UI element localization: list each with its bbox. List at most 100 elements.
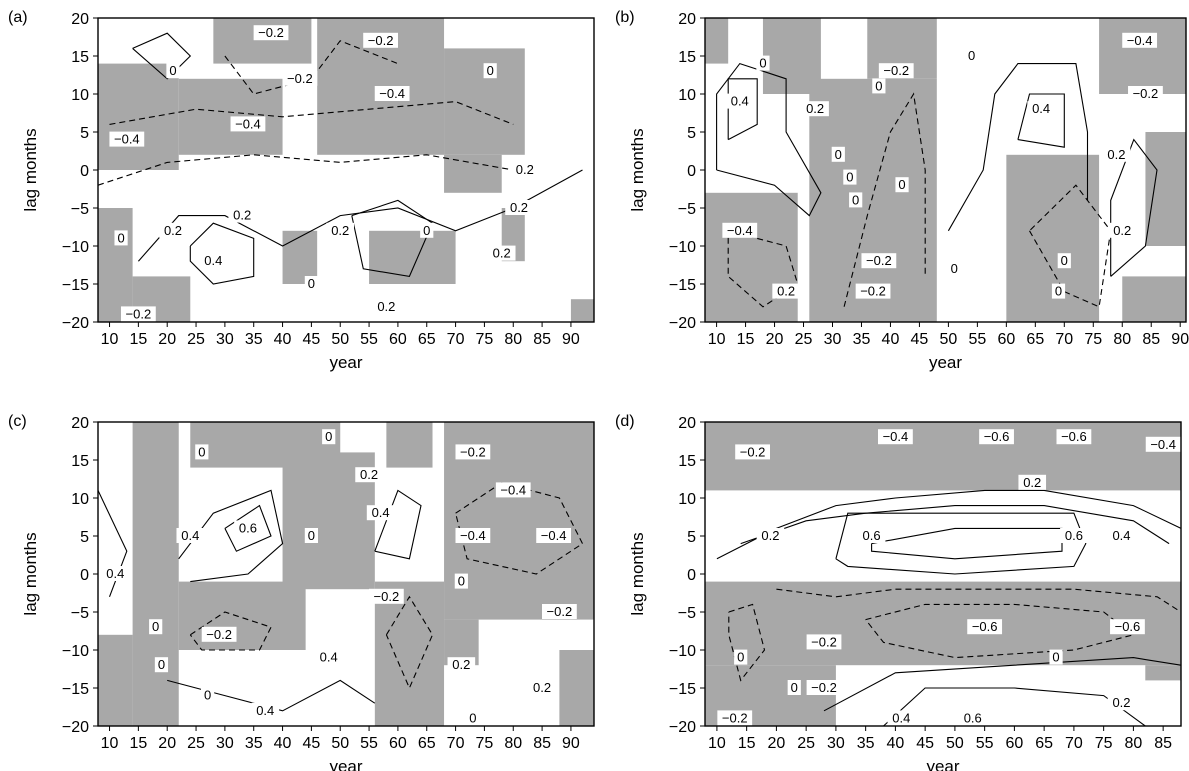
contour-label-box <box>872 78 886 94</box>
contour-label-box <box>801 101 829 117</box>
y-tick-label: 20 <box>71 415 89 432</box>
x-tick-label: 50 <box>331 331 349 348</box>
y-tick-label: 0 <box>80 163 89 180</box>
contour-line-positive <box>1017 93 1065 148</box>
contour-label: −0.2 <box>287 71 313 86</box>
contour-label-box <box>849 192 863 208</box>
contour-label-box <box>1122 32 1158 48</box>
contour-label: 0.6 <box>964 710 982 725</box>
contour-label-box <box>756 55 770 71</box>
negative-region <box>374 581 445 726</box>
x-tick-label: 70 <box>447 735 465 752</box>
x-tick-label: 80 <box>504 331 522 348</box>
contour-label-box <box>374 86 410 101</box>
y-tick-label: 15 <box>71 453 89 470</box>
negative-region <box>1145 132 1186 246</box>
contour-label-box <box>541 604 577 619</box>
contour-label-box <box>454 573 468 589</box>
negative-region <box>705 422 1181 491</box>
x-tick-label: 35 <box>857 735 875 752</box>
y-tick-label: 15 <box>678 453 696 470</box>
negative-region <box>1122 276 1186 322</box>
y-axis-label: lag months <box>628 532 647 615</box>
contour-label-box <box>455 528 491 543</box>
contour-label-box <box>322 429 336 445</box>
x-tick-label: 25 <box>187 331 205 348</box>
contour-label: −0.4 <box>379 86 405 101</box>
contour-label: 0.2 <box>761 528 779 543</box>
contour-label-box <box>528 680 556 695</box>
contour-label: 0.4 <box>106 566 124 581</box>
x-tick-label: 55 <box>360 735 378 752</box>
contour-label: −0.4 <box>235 116 261 131</box>
contour-label-box <box>505 200 533 215</box>
contour-label: 0.4 <box>320 650 338 665</box>
y-tick-label: 10 <box>71 87 89 104</box>
negative-region <box>570 299 594 322</box>
contour-label: 0 <box>204 688 211 703</box>
negative-region <box>1099 18 1186 94</box>
y-tick-label: 20 <box>678 11 696 28</box>
x-tick-label: 65 <box>418 735 436 752</box>
x-tick-label: 80 <box>1125 735 1143 752</box>
contour-line-negative <box>224 40 399 95</box>
y-tick-label: −10 <box>669 239 696 256</box>
negative-region <box>559 650 594 726</box>
contour-label-box <box>1027 101 1055 117</box>
contour-label: −0.4 <box>541 528 567 543</box>
contour-label: −0.4 <box>1127 33 1153 48</box>
plot-content: −0.2 0 0 0.2 −0.4 0.4 0.6 −0.4 −0.4 0.4 0 0.4 0 −0.2 −… <box>98 422 594 726</box>
contour-label: 0 <box>469 710 476 725</box>
x-axis: 10 15 20 25 30 35 40 45 50 55 60 65 70 75 80 85 90 <box>101 322 580 348</box>
contour-label: 0 <box>835 147 842 162</box>
x-tick-label: 50 <box>939 331 957 348</box>
contour-label-box <box>895 177 909 193</box>
contour-label: 0.2 <box>233 208 251 223</box>
x-tick-label: 30 <box>216 331 234 348</box>
y-tick-label: −15 <box>669 681 696 698</box>
contour-label: 0.4 <box>372 505 390 520</box>
contour-label-box <box>368 588 404 604</box>
contour-label: 0 <box>198 444 205 459</box>
x-tick-label: 85 <box>533 735 551 752</box>
contour-line-negative <box>98 154 514 186</box>
contour-label: −0.4 <box>460 528 486 543</box>
contour-label-box <box>1049 649 1063 665</box>
contour-line-positive <box>716 489 1181 560</box>
contour-label-box <box>355 467 383 483</box>
contour-label-box <box>455 444 491 460</box>
y-tick-label: −15 <box>669 277 696 294</box>
contour-label-box <box>887 710 916 726</box>
x-tick-label: 85 <box>533 331 551 348</box>
contour-label: −0.2 <box>374 589 400 604</box>
negative-region <box>444 154 502 193</box>
contour-label: 0 <box>152 619 159 634</box>
x-tick-label: 90 <box>562 735 580 752</box>
x-tick-label: 60 <box>997 331 1015 348</box>
contour-label: 0.6 <box>863 528 881 543</box>
x-tick-label: 60 <box>389 735 407 752</box>
contour-label: 0 <box>308 276 315 291</box>
y-axis: 20 15 10 5 0 −5 −10 −15 −20 <box>62 11 98 332</box>
negative-region <box>98 634 133 726</box>
x-tick-label: 45 <box>911 331 929 348</box>
panel-label: (d) <box>615 413 635 430</box>
contour-label: 0 <box>968 48 975 63</box>
contour-label-box <box>154 657 169 673</box>
y-tick-label: 0 <box>80 567 89 584</box>
contour-label: 0.2 <box>493 246 511 261</box>
contour-label: 0.2 <box>777 284 795 299</box>
y-tick-label: −20 <box>62 315 89 332</box>
contour-label-box <box>420 222 434 238</box>
contour-label: 0 <box>1052 650 1059 665</box>
contour-label: −0.2 <box>126 306 152 321</box>
contour-label-box <box>326 222 355 238</box>
y-axis-label: lag months <box>628 128 647 211</box>
negative-region <box>98 208 133 322</box>
contour-label-box <box>756 528 785 543</box>
panel-label: (b) <box>615 9 635 26</box>
contour-label: 0 <box>1061 253 1068 268</box>
plot-content: −0.2 −0.2 −0.2 0 0 −0.4 −0.4 −0.4 0.2 0.2 0.2 0.2 0.… <box>98 18 594 322</box>
contour-line-positive <box>132 32 192 80</box>
